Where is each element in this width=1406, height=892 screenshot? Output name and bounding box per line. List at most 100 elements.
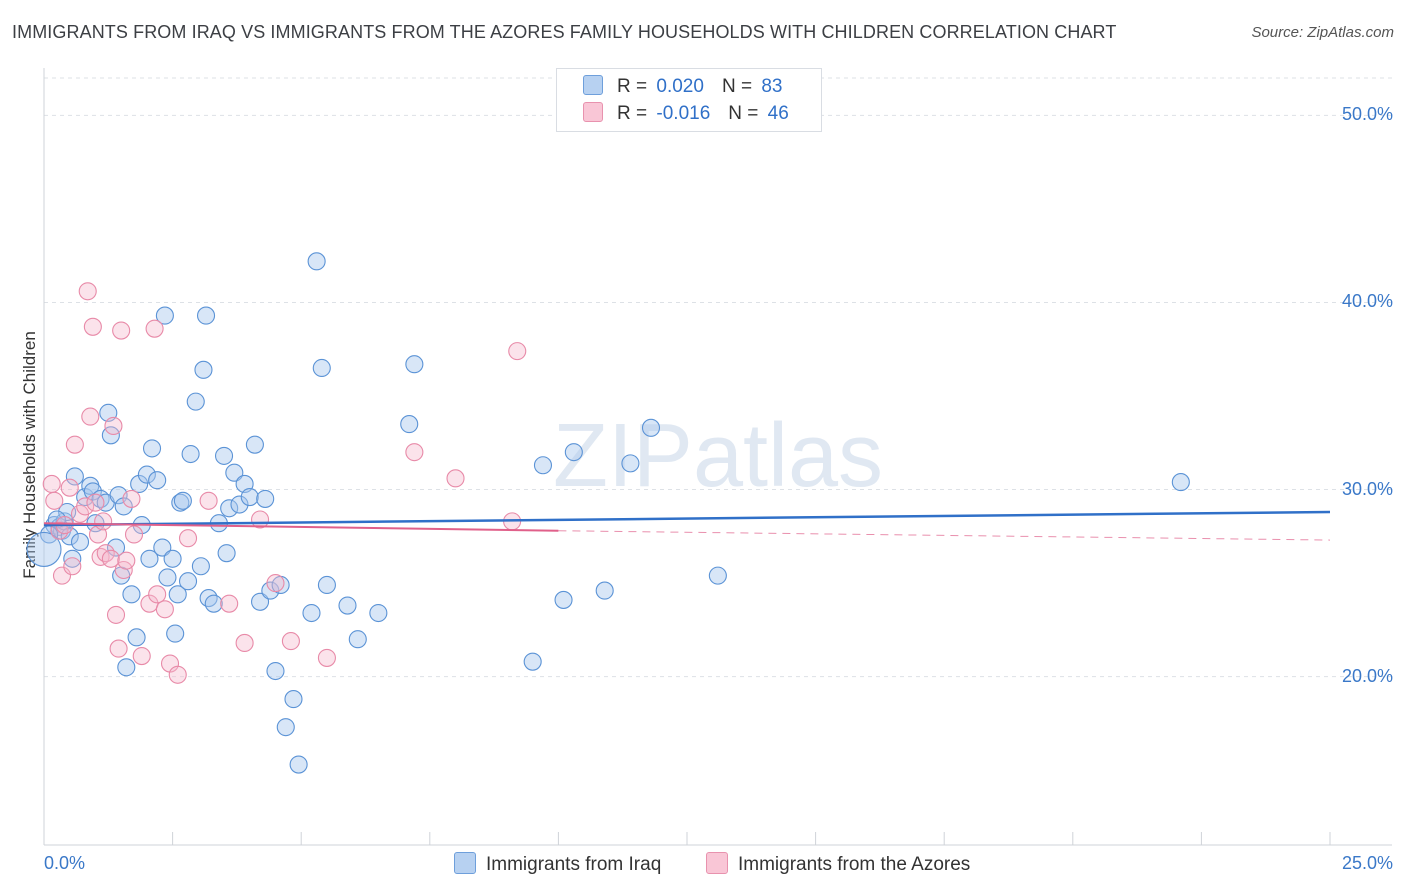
data-point-iraq [153, 538, 172, 557]
data-point-iraq [70, 532, 90, 551]
data-point-azores [117, 551, 136, 570]
legend-n-label: N = [721, 76, 753, 97]
data-point-iraq [163, 549, 182, 568]
data-point-iraq [302, 603, 321, 623]
data-point-iraq [708, 566, 727, 585]
data-point-azores [266, 574, 285, 593]
series-swatch-azores [706, 852, 728, 874]
legend-n-value-azores: 46 [767, 103, 789, 124]
data-point-iraq [191, 557, 210, 576]
data-point-iraq [171, 493, 190, 512]
data-point-iraq [276, 718, 295, 737]
data-point-iraq [220, 499, 239, 518]
trend-line-iraq [43, 510, 1331, 527]
data-point-iraq [127, 628, 146, 647]
data-point-iraq [284, 690, 303, 709]
data-point-iraq [307, 252, 326, 271]
data-point-azores [81, 407, 100, 426]
legend-r-label: R = [617, 76, 648, 97]
data-point-iraq [142, 439, 162, 458]
data-point-iraq [250, 592, 270, 611]
legend-r-label: R = [617, 103, 648, 124]
data-point-azores [168, 665, 187, 684]
data-point-iraq [245, 435, 264, 454]
data-point-iraq [158, 568, 177, 587]
y-tick-label-50: 50.0% [1341, 104, 1393, 125]
legend-n-label: N = [728, 103, 759, 124]
data-point-azores [101, 549, 120, 568]
data-point-iraq [348, 630, 367, 649]
series-legend-azores: Immigrants from the Azores [706, 852, 970, 876]
series-legend-label-iraq: Immigrants from Iraq [486, 854, 662, 875]
data-point-iraq [317, 575, 336, 595]
data-point-iraq [194, 360, 213, 379]
data-point-iraq [117, 658, 136, 677]
data-point-azores [124, 525, 144, 544]
data-point-iraq [225, 463, 244, 482]
data-point-iraq [289, 755, 308, 774]
data-point-azores [122, 489, 141, 508]
data-point-iraq [533, 456, 553, 475]
data-point-azores [86, 493, 105, 512]
data-point-iraq [204, 594, 223, 613]
series-swatch-iraq [454, 852, 476, 874]
chart-title: IMMIGRANTS FROM IRAQ VS IMMIGRANTS FROM … [12, 22, 1117, 42]
data-point-azores [45, 491, 64, 510]
data-point-azores [132, 647, 151, 666]
data-point-iraq [621, 454, 640, 473]
data-point-azores [405, 443, 424, 462]
y-tick-label-40: 40.0% [1341, 291, 1393, 312]
data-point-iraq [140, 549, 159, 568]
series-azores-points [42, 282, 527, 684]
data-point-azores [52, 566, 72, 585]
data-point-azores [220, 594, 239, 613]
data-point-azores [446, 469, 465, 488]
trend-lines [43, 510, 1331, 541]
data-point-iraq [173, 491, 192, 510]
data-point-iraq [166, 624, 185, 643]
watermark: ZIPatlas [553, 406, 883, 506]
trend-line-azores-extension [558, 530, 1331, 541]
data-point-iraq [63, 549, 82, 568]
data-point-iraq [186, 392, 205, 411]
data-point-iraq [564, 443, 583, 462]
data-point-azores [155, 600, 174, 619]
data-point-iraq [400, 415, 419, 434]
data-point-azores [50, 521, 69, 540]
data-point-iraq [523, 652, 542, 671]
data-point-iraq [106, 538, 126, 557]
data-point-iraq [148, 471, 167, 490]
data-point-azores [65, 435, 84, 454]
data-point-iraq [196, 306, 216, 325]
data-point-azores [76, 497, 95, 516]
data-point-iraq [199, 589, 218, 608]
data-point-azores [94, 512, 113, 531]
data-point-azores [199, 491, 218, 510]
data-point-iraq [181, 444, 200, 464]
legend-r-value-iraq: 0.020 [656, 76, 704, 97]
data-point-iraq [26, 531, 62, 567]
data-point-azores [60, 478, 79, 497]
data-point-iraq [114, 497, 133, 516]
data-point-iraq [122, 585, 141, 604]
data-point-azores [78, 282, 97, 301]
data-point-azores [104, 416, 123, 436]
legend-row-azores: R = -0.016 N = 46 [583, 102, 789, 125]
data-point-azores [109, 639, 128, 658]
data-point-azores [235, 633, 254, 653]
data-point-iraq [217, 544, 236, 563]
data-point-iraq [230, 495, 249, 514]
data-point-iraq [405, 355, 424, 374]
data-point-iraq [1171, 473, 1190, 492]
stats-legend: R = 0.020 N = 83 R = -0.016 N = 46 [556, 68, 822, 132]
data-point-azores [508, 342, 527, 361]
x-tick-label-max: 25.0% [1341, 853, 1393, 873]
data-point-iraq [155, 306, 174, 325]
data-point-iraq [65, 467, 84, 486]
data-point-iraq [266, 661, 285, 681]
legend-swatch-iraq [583, 75, 603, 95]
data-point-iraq [554, 590, 573, 609]
data-point-iraq [240, 487, 259, 507]
data-point-azores [63, 557, 82, 576]
